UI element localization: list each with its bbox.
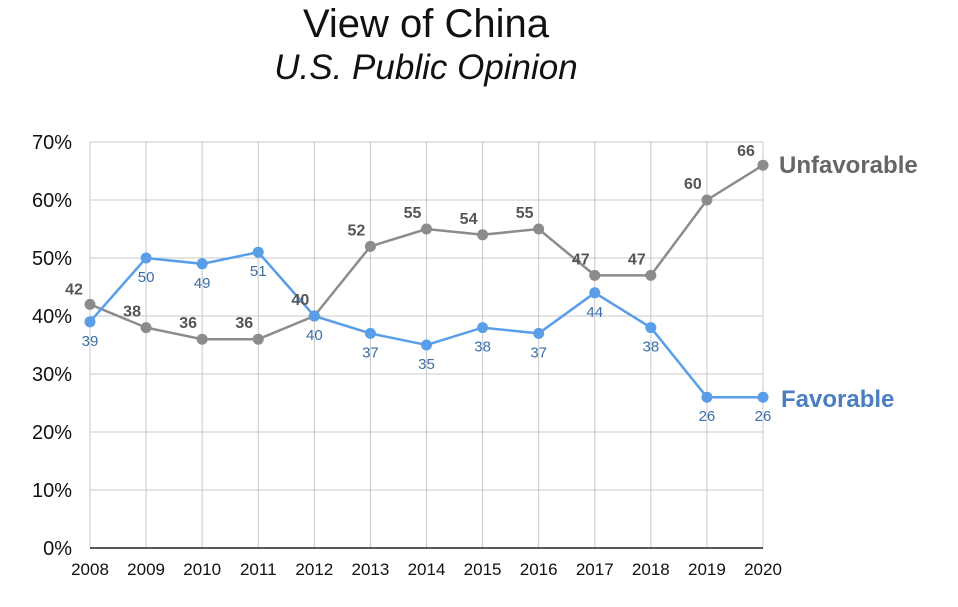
data-label-unfavorable: 42 xyxy=(65,281,83,298)
y-tick-label: 0% xyxy=(43,538,72,560)
chart-subtitle: U.S. Public Opinion xyxy=(274,48,578,87)
chart-title: View of China xyxy=(302,2,550,46)
y-tick-label: 40% xyxy=(32,306,72,328)
x-tick-label: 2014 xyxy=(408,560,446,579)
data-label-unfavorable: 36 xyxy=(235,315,253,332)
data-point-favorable xyxy=(308,310,320,322)
data-label-unfavorable: 47 xyxy=(572,251,590,268)
x-tick-label: 2018 xyxy=(632,560,670,579)
y-tick-label: 30% xyxy=(32,364,72,386)
data-point-favorable xyxy=(701,391,713,403)
data-point-unfavorable xyxy=(589,269,601,281)
data-label-unfavorable: 66 xyxy=(737,143,755,160)
x-tick-label: 2019 xyxy=(688,560,726,579)
data-point-unfavorable xyxy=(252,333,264,345)
data-label-unfavorable: 36 xyxy=(179,315,197,332)
data-point-favorable xyxy=(477,322,489,334)
data-point-favorable xyxy=(533,327,545,339)
data-label-favorable: 44 xyxy=(586,304,603,321)
data-label-unfavorable: 55 xyxy=(404,205,422,222)
data-label-favorable: 37 xyxy=(362,344,379,361)
x-tick-label: 2017 xyxy=(576,560,614,579)
data-label-favorable: 38 xyxy=(474,339,491,356)
data-label-favorable: 37 xyxy=(530,344,547,361)
x-tick-label: 2012 xyxy=(295,560,333,579)
data-point-favorable xyxy=(84,316,96,328)
data-point-unfavorable xyxy=(364,240,376,252)
data-label-unfavorable: 55 xyxy=(516,205,534,222)
data-label-unfavorable: 52 xyxy=(348,222,366,239)
y-axis-ticks: 0% 10% 20% 30% 40% 50% 60% 70% xyxy=(32,132,72,560)
series-names: Unfavorable Favorable xyxy=(779,152,918,413)
data-point-favorable xyxy=(196,258,208,270)
grid-lines xyxy=(89,141,764,549)
data-point-favorable xyxy=(421,339,432,351)
data-point-unfavorable xyxy=(645,269,657,281)
data-label-favorable: 50 xyxy=(138,269,155,286)
data-point-unfavorable xyxy=(477,229,489,241)
x-tick-label: 2010 xyxy=(183,560,221,579)
data-point-unfavorable xyxy=(84,298,96,310)
y-tick-label: 60% xyxy=(32,190,72,212)
data-label-favorable: 35 xyxy=(418,356,435,373)
x-tick-label: 2015 xyxy=(464,560,502,579)
x-tick-label: 2008 xyxy=(71,560,109,579)
data-label-favorable: 26 xyxy=(755,408,772,425)
x-tick-label: 2016 xyxy=(520,560,558,579)
x-axis-ticks: 2008 2009 2010 2011 2012 2013 2014 2015 2016 2017… xyxy=(71,560,782,579)
data-point-favorable xyxy=(757,391,769,403)
y-tick-label: 10% xyxy=(32,480,72,502)
data-point-unfavorable xyxy=(421,223,432,235)
data-label-unfavorable: 54 xyxy=(460,211,478,228)
data-point-favorable xyxy=(589,287,601,299)
data-point-favorable xyxy=(252,246,264,258)
data-label-favorable: 40 xyxy=(306,327,323,344)
data-label-favorable: 51 xyxy=(250,263,267,280)
y-tick-label: 50% xyxy=(32,248,72,270)
data-point-unfavorable xyxy=(533,223,545,235)
data-label-favorable: 49 xyxy=(194,275,211,292)
data-point-unfavorable xyxy=(140,322,152,334)
data-point-favorable xyxy=(140,252,152,264)
data-point-unfavorable xyxy=(701,194,713,206)
y-tick-label: 20% xyxy=(32,422,72,444)
data-point-unfavorable xyxy=(196,333,208,345)
data-label-unfavorable: 38 xyxy=(123,304,141,321)
data-point-favorable xyxy=(364,327,376,339)
y-tick-label: 70% xyxy=(32,132,72,154)
series-name-unfavorable: Unfavorable xyxy=(779,152,918,179)
series-name-favorable: Favorable xyxy=(781,386,894,413)
data-labels: 42 38 36 36 40 52 55 54 55 47 47 60 66 39 50 49 51 40 37 35… xyxy=(65,143,771,425)
data-label-unfavorable: 47 xyxy=(628,251,646,268)
x-tick-label: 2009 xyxy=(127,560,165,579)
x-tick-label: 2011 xyxy=(240,560,277,579)
data-point-favorable xyxy=(645,322,657,334)
data-point-unfavorable xyxy=(757,159,769,171)
data-label-favorable: 38 xyxy=(642,339,659,356)
x-tick-label: 2013 xyxy=(352,560,390,579)
data-label-unfavorable: 60 xyxy=(684,176,702,193)
series-points xyxy=(84,159,769,403)
data-label-favorable: 26 xyxy=(699,408,716,425)
x-tick-label: 2020 xyxy=(744,560,782,579)
data-label-favorable: 39 xyxy=(82,333,99,350)
data-label-unfavorable: 40 xyxy=(291,292,309,309)
